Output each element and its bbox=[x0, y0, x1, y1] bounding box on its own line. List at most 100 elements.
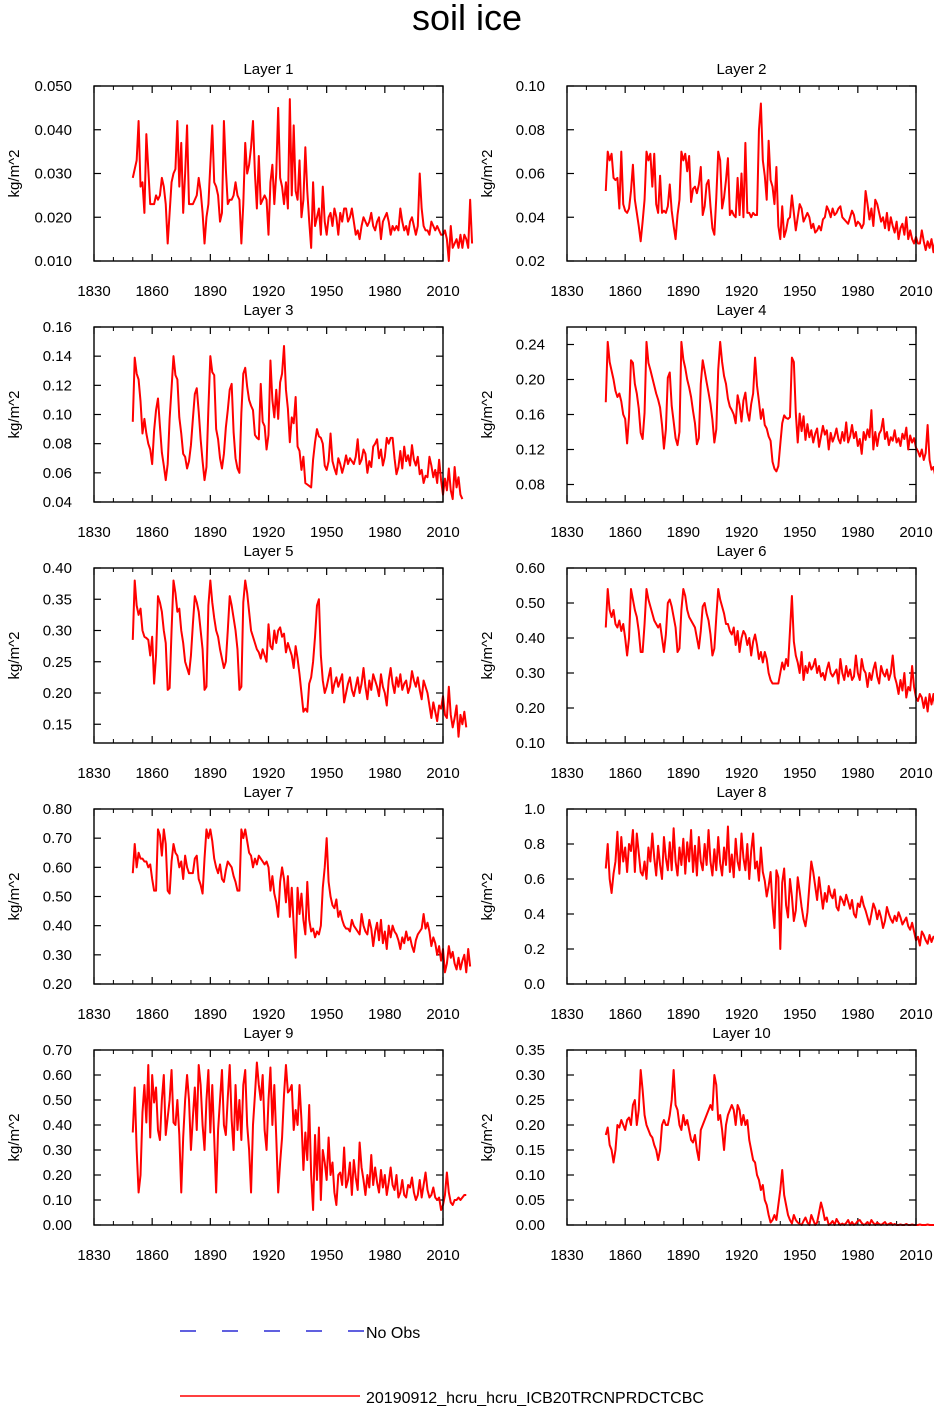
layer-5-xtick-label: 1830 bbox=[77, 765, 110, 782]
layer-2-series-line bbox=[604, 102, 934, 254]
layer-5-plot-frame bbox=[93, 567, 444, 744]
layer-4-xtick-label: 1830 bbox=[550, 524, 583, 541]
layer-1-xtick-label: 1830 bbox=[77, 283, 110, 300]
layer-5-xtick-label: 1860 bbox=[135, 765, 168, 782]
layer-10-ylabel: kg/m^2 bbox=[479, 1114, 496, 1162]
layer-9-ytick-label: 0.30 bbox=[43, 1142, 72, 1159]
layer-5-xtick-label: 1950 bbox=[310, 765, 343, 782]
layer-9-xtick-label: 1860 bbox=[135, 1247, 168, 1264]
layer-9-xtick-label: 1950 bbox=[310, 1247, 343, 1264]
layer-3-xtick-label: 1980 bbox=[368, 524, 401, 541]
layer-3-xtick-label: 1950 bbox=[310, 524, 343, 541]
legend: No Obs 20190912_hcru_hcru_ICB20TRCNPRDCT… bbox=[180, 1325, 704, 1407]
layer-7-xtick-label: 1830 bbox=[77, 1006, 110, 1023]
layer-1-ytick-label: 0.020 bbox=[34, 209, 72, 226]
layer-2-xtick-label: 1830 bbox=[550, 283, 583, 300]
layer-8-xtick-label: 1890 bbox=[667, 1006, 700, 1023]
layer-5-ytick-label: 0.15 bbox=[43, 716, 72, 733]
layer-4-ylabel: kg/m^2 bbox=[479, 391, 496, 439]
layer-8-title: Layer 8 bbox=[716, 784, 766, 801]
layer-1-plot-frame bbox=[93, 85, 444, 262]
layer-4-ytick-label: 0.12 bbox=[516, 442, 545, 459]
layer-1-ytick-label: 0.030 bbox=[34, 166, 72, 183]
layer-10-xtick-label: 2010 bbox=[899, 1247, 932, 1264]
layer-1-xtick-label: 1980 bbox=[368, 283, 401, 300]
layer-9-xtick-label: 2010 bbox=[426, 1247, 459, 1264]
layer-4-plot-frame bbox=[566, 326, 917, 503]
layer-4-xtick-label: 1860 bbox=[608, 524, 641, 541]
layer-8-xtick-label: 1980 bbox=[841, 1006, 874, 1023]
layer-1-ylabel: kg/m^2 bbox=[6, 150, 23, 198]
layer-5-xtick-label: 1980 bbox=[368, 765, 401, 782]
layer-6-xtick-label: 1830 bbox=[550, 765, 583, 782]
layer-6-xtick-label: 1920 bbox=[725, 765, 758, 782]
layer-2-ytick-label: 0.08 bbox=[516, 122, 545, 139]
layer-6-ytick-label: 0.50 bbox=[516, 595, 545, 612]
layer-6-plot-frame bbox=[566, 567, 917, 744]
layer-2-ytick-label: 0.06 bbox=[516, 166, 545, 183]
layer-7-xtick-label: 1860 bbox=[135, 1006, 168, 1023]
layer-9-ylabel: kg/m^2 bbox=[6, 1114, 23, 1162]
layer-1-xtick-label: 1950 bbox=[310, 283, 343, 300]
layer-1-ytick-label: 0.040 bbox=[34, 122, 72, 139]
layer-9-ytick-label: 0.50 bbox=[43, 1092, 72, 1109]
layer-6-ytick-label: 0.30 bbox=[516, 665, 545, 682]
layer-3-xtick-label: 2010 bbox=[426, 524, 459, 541]
layer-8-ytick-label: 0.2 bbox=[524, 941, 545, 958]
layer-9-xtick-label: 1920 bbox=[252, 1247, 285, 1264]
layer-1-xtick-label: 1860 bbox=[135, 283, 168, 300]
layer-2-ytick-label: 0.10 bbox=[516, 78, 545, 95]
layer-9-plot-frame bbox=[93, 1049, 444, 1226]
layer-6-title: Layer 6 bbox=[716, 543, 766, 560]
layer-3-ylabel: kg/m^2 bbox=[6, 391, 23, 439]
layer-3-ytick-label: 0.08 bbox=[43, 436, 72, 453]
layer-2-xtick-label: 1950 bbox=[783, 283, 816, 300]
layer-5-ytick-label: 0.35 bbox=[43, 591, 72, 608]
layer-7-plot-frame bbox=[93, 808, 444, 985]
layer-7-xtick-label: 1950 bbox=[310, 1006, 343, 1023]
layer-3-xtick-label: 1920 bbox=[252, 524, 285, 541]
layer-6-series-line bbox=[604, 588, 934, 713]
layer-10-xtick-label: 1950 bbox=[783, 1247, 816, 1264]
layer-9-xtick-label: 1830 bbox=[77, 1247, 110, 1264]
layer-9-ytick-label: 0.10 bbox=[43, 1192, 72, 1209]
layer-8-ytick-label: 1.0 bbox=[524, 801, 545, 818]
layer-2-xtick-label: 1890 bbox=[667, 283, 700, 300]
layer-3-ytick-label: 0.14 bbox=[43, 348, 72, 365]
layer-4-xtick-label: 2010 bbox=[899, 524, 932, 541]
layer-7-panel: Layer 7 kg/m^2 1830 1860 1890 1920 1950 1980 201… bbox=[6, 784, 472, 1023]
layer-3-ytick-label: 0.16 bbox=[43, 319, 72, 336]
layer-5-panel: Layer 5 kg/m^2 1830 1860 1890 1920 1950 1980 201… bbox=[6, 543, 468, 782]
layer-5-title: Layer 5 bbox=[243, 543, 293, 560]
layer-9-ytick-label: 0.20 bbox=[43, 1167, 72, 1184]
layer-10-plot-frame bbox=[566, 1049, 917, 1226]
layer-4-ytick-label: 0.20 bbox=[516, 372, 545, 389]
layer-8-ylabel: kg/m^2 bbox=[479, 873, 496, 921]
layer-2-plot-frame bbox=[566, 85, 917, 262]
legend-no-obs-label: No Obs bbox=[366, 1325, 420, 1342]
layer-10-ytick-label: 0.15 bbox=[516, 1142, 545, 1159]
layer-8-plot-frame bbox=[566, 808, 917, 985]
layer-1-xtick-label: 1920 bbox=[252, 283, 285, 300]
layer-2-xtick-label: 1920 bbox=[725, 283, 758, 300]
layer-5-ytick-label: 0.25 bbox=[43, 654, 72, 671]
layer-8-xtick-label: 1950 bbox=[783, 1006, 816, 1023]
layer-10-title: Layer 10 bbox=[712, 1025, 770, 1042]
layer-3-ytick-label: 0.10 bbox=[43, 407, 72, 424]
layer-7-ytick-label: 0.40 bbox=[43, 918, 72, 935]
layer-10-ytick-label: 0.10 bbox=[516, 1167, 545, 1184]
layer-10-xtick-label: 1980 bbox=[841, 1247, 874, 1264]
layer-5-ylabel: kg/m^2 bbox=[6, 632, 23, 680]
layer-1-xtick-label: 1890 bbox=[194, 283, 227, 300]
layer-6-ytick-label: 0.20 bbox=[516, 700, 545, 717]
layer-10-panel: Layer 10 kg/m^2 1830 1860 1890 1920 1950 1980 20… bbox=[479, 1025, 934, 1264]
layer-7-ytick-label: 0.80 bbox=[43, 801, 72, 818]
layer-8-xtick-label: 1860 bbox=[608, 1006, 641, 1023]
layer-10-ytick-label: 0.00 bbox=[516, 1217, 545, 1234]
layer-4-xtick-label: 1920 bbox=[725, 524, 758, 541]
layer-7-xtick-label: 1980 bbox=[368, 1006, 401, 1023]
layer-10-xtick-label: 1830 bbox=[550, 1247, 583, 1264]
layer-2-title: Layer 2 bbox=[716, 61, 766, 78]
layer-2-panel: Layer 2 kg/m^2 1830 1860 1890 1920 1950 1980 201… bbox=[479, 61, 934, 300]
layer-3-title: Layer 3 bbox=[243, 302, 293, 319]
